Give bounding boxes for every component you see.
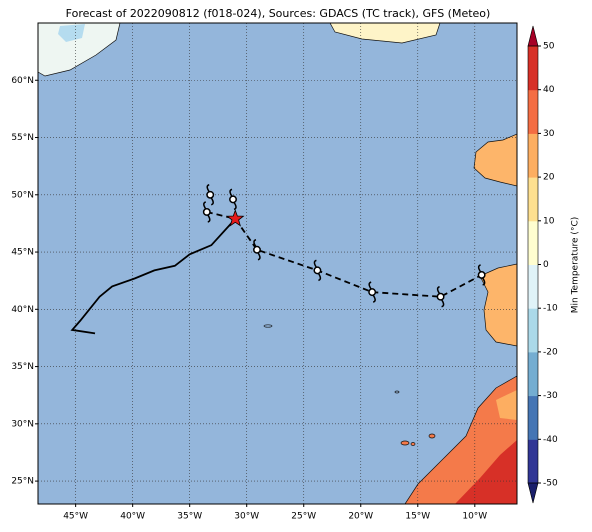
colorbar-segment [528, 395, 538, 440]
colorbar: -50 -40 -30 -20 -10 0 10 20 30 40 50 [527, 25, 558, 504]
british-isles [473, 133, 517, 187]
colorbar-tick-label: 50 [543, 42, 555, 52]
y-tick-label: 50°N [11, 190, 34, 200]
x-tick-label: 10°W [462, 512, 487, 522]
island [428, 433, 436, 439]
ice-patch [58, 24, 85, 42]
land [38, 23, 517, 504]
map-title: Forecast of 2022090812 (f018-024), Sourc… [66, 7, 491, 20]
y-tick-label: 25°N [11, 477, 34, 487]
storm-symbol [206, 184, 215, 206]
island [263, 324, 273, 328]
storm-curl [313, 259, 322, 282]
past-track [70, 218, 236, 335]
ocean [38, 23, 517, 504]
y-tick-label: 45°N [11, 248, 34, 258]
y-tick-label: 35°N [11, 362, 34, 372]
storm-eye [202, 208, 211, 216]
storm-eye [313, 266, 322, 275]
colorbar-label: Min Temperature (°C) [571, 217, 581, 314]
storm-curl [229, 188, 237, 211]
storm-eye [229, 195, 237, 204]
x-tick-label: 20°W [348, 512, 373, 522]
greenland [38, 23, 121, 77]
x-tick-label: 40°W [120, 512, 145, 522]
colorbar-segment [528, 220, 538, 265]
colorbar-tick-label: -50 [543, 479, 558, 489]
y-tick-label: 30°N [11, 419, 34, 429]
y-tick-label: 55°N [11, 133, 34, 143]
storm-eye [253, 245, 261, 254]
x-tick-label: 45°W [63, 512, 88, 522]
iceland [329, 23, 441, 44]
storm-symbol [477, 264, 486, 286]
storm-eye [368, 288, 377, 297]
island [400, 440, 410, 446]
storm-curl [253, 239, 261, 261]
island [410, 442, 416, 446]
iberia [479, 263, 517, 347]
colorbar-segment [528, 308, 538, 353]
storm-curl [477, 264, 486, 286]
storm-eye [436, 292, 445, 301]
storm-symbol [313, 259, 322, 282]
storm-curl [368, 281, 376, 303]
grid [35, 23, 517, 507]
x-tick-label: 30°W [234, 512, 259, 522]
map-frame [37, 22, 518, 505]
colorbar-segment [528, 351, 538, 397]
colorbar-segment [528, 133, 538, 178]
island [394, 390, 400, 394]
storm-curl [436, 285, 445, 308]
warm-region [496, 390, 517, 420]
storm-eye [206, 190, 215, 199]
hot-region [455, 440, 517, 504]
storm-curl [203, 201, 211, 223]
colorbar-tick-label: -20 [543, 347, 558, 357]
storm-symbol [202, 201, 211, 223]
colorbar-tick-label: 30 [543, 129, 555, 139]
y-tick-label: 40°N [11, 305, 34, 315]
colorbar-tick-label: -30 [543, 391, 558, 401]
colorbar-tick-label: 20 [543, 173, 555, 183]
storm-symbol [436, 285, 445, 308]
y-tick-label: 60°N [11, 76, 34, 86]
colorbar-extend-high [527, 25, 539, 47]
colorbar-tick-label: -10 [543, 304, 558, 314]
colorbar-segment [528, 89, 538, 134]
storm-eye [477, 271, 486, 279]
colorbar-tick-label: 40 [543, 85, 555, 95]
storm-symbol [368, 281, 377, 303]
x-tick-label: 35°W [177, 512, 202, 522]
tracks [70, 184, 486, 335]
colorbar-tick-label: -40 [543, 435, 558, 445]
colorbar-tick-label: 0 [543, 260, 549, 270]
storm-symbol [253, 239, 261, 261]
x-tick-label: 15°W [405, 512, 430, 522]
storm-symbol [229, 188, 237, 211]
colorbar-segment [528, 439, 538, 484]
x-tick-label: 25°W [291, 512, 316, 522]
storm-curl [206, 184, 214, 206]
colorbar-segment [528, 264, 538, 309]
colorbar-segment [528, 177, 538, 222]
colorbar-tick-label: 10 [543, 216, 555, 226]
colorbar-segment [528, 46, 538, 91]
colorbar-extend-low [527, 482, 539, 504]
current-position [226, 209, 245, 227]
